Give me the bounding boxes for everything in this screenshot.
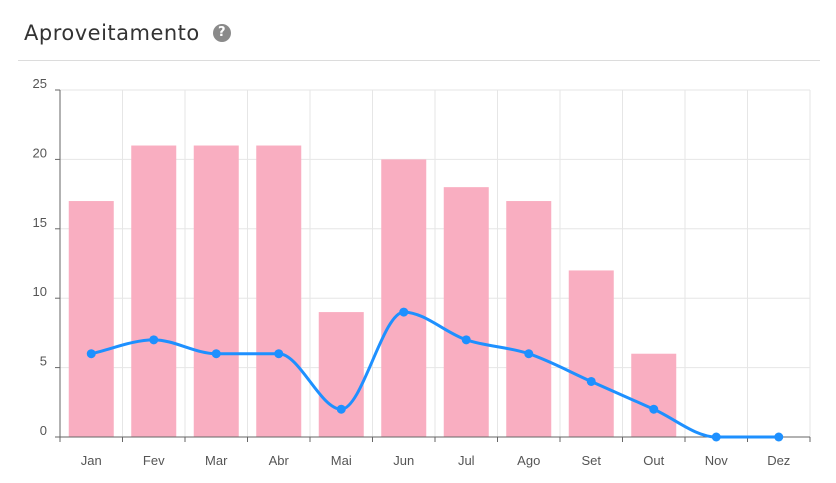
bar[interactable] (193, 145, 239, 437)
line-series (86, 307, 784, 442)
x-tick-label: Jul (458, 453, 475, 468)
x-tick-label: Mar (205, 453, 228, 468)
line-point[interactable] (86, 349, 96, 359)
line-point[interactable] (399, 307, 409, 317)
x-tick-label: Nov (705, 453, 729, 468)
line-point[interactable] (774, 432, 784, 442)
bar-series (68, 145, 677, 437)
x-tick-labels: Jan Fev Mar Abr Mai Jun Jul Ago Set Out Nov Dez (81, 453, 791, 468)
grid (60, 89, 811, 437)
bar[interactable] (443, 187, 489, 437)
bar[interactable] (68, 201, 114, 437)
y-tick-labels: 0 5 10 15 20 25 (33, 76, 47, 438)
y-tick-label: 15 (33, 215, 47, 230)
x-tick-label: Out (643, 453, 664, 468)
y-tick-label: 25 (33, 76, 47, 91)
bar[interactable] (568, 270, 614, 437)
x-tick-label: Dez (767, 453, 790, 468)
x-tick-label: Mai (331, 453, 352, 468)
line-point[interactable] (336, 404, 346, 414)
bar[interactable] (318, 312, 364, 437)
line-point[interactable] (586, 376, 596, 386)
bar[interactable] (256, 145, 302, 437)
bar[interactable] (506, 201, 552, 437)
line-point[interactable] (211, 349, 221, 359)
x-tick-label: Jun (393, 453, 414, 468)
x-tick-label: Fev (143, 453, 165, 468)
question-circle-icon[interactable]: ? (212, 24, 231, 42)
y-tick-label: 10 (33, 284, 47, 299)
line-point[interactable] (649, 404, 659, 414)
y-tick-label: 20 (33, 145, 47, 160)
chart-header: Aproveitamento ? (24, 16, 231, 50)
bar[interactable] (631, 353, 677, 437)
header-divider (18, 60, 820, 61)
line-point[interactable] (524, 349, 534, 359)
x-tick-label: Jan (81, 453, 102, 468)
y-tick-label: 0 (40, 423, 47, 438)
x-tick-label: Ago (517, 453, 540, 468)
bar[interactable] (131, 145, 177, 437)
line-point[interactable] (461, 335, 471, 345)
chart-title: Aproveitamento (24, 21, 200, 45)
line-point[interactable] (274, 349, 284, 359)
x-tick-label: Set (581, 453, 601, 468)
y-tick-label: 5 (40, 354, 47, 369)
line-point[interactable] (149, 335, 159, 345)
bar[interactable] (381, 159, 427, 437)
line-point[interactable] (711, 432, 721, 442)
x-tick-label: Abr (269, 453, 290, 468)
axes (55, 89, 811, 442)
